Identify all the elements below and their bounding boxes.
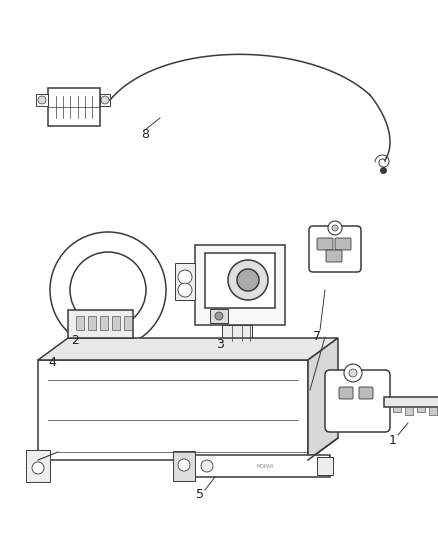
Text: 7: 7 [313,330,321,343]
FancyBboxPatch shape [309,226,361,272]
Circle shape [50,232,166,348]
Circle shape [201,460,213,472]
FancyBboxPatch shape [68,310,133,338]
Polygon shape [38,338,338,360]
FancyBboxPatch shape [317,238,333,250]
FancyBboxPatch shape [48,88,100,126]
Text: 5: 5 [196,489,204,502]
FancyBboxPatch shape [100,316,108,330]
FancyBboxPatch shape [173,451,195,481]
Circle shape [215,312,223,320]
FancyBboxPatch shape [325,370,390,432]
Text: MOPAR: MOPAR [256,464,274,469]
Polygon shape [26,450,50,482]
Circle shape [70,252,146,328]
Polygon shape [38,360,308,460]
FancyBboxPatch shape [112,316,120,330]
Circle shape [178,459,190,471]
Circle shape [332,225,338,231]
Circle shape [178,283,192,297]
Polygon shape [384,397,438,407]
Text: 8: 8 [141,128,149,141]
FancyBboxPatch shape [417,407,425,412]
Text: 3: 3 [216,338,224,351]
Circle shape [178,270,192,284]
FancyBboxPatch shape [335,238,351,250]
Polygon shape [190,455,330,477]
FancyBboxPatch shape [339,387,353,399]
FancyBboxPatch shape [124,316,132,330]
Circle shape [101,96,109,104]
FancyBboxPatch shape [76,316,84,330]
Text: 1: 1 [389,434,397,448]
Polygon shape [195,245,285,325]
FancyBboxPatch shape [88,316,96,330]
Circle shape [228,260,268,300]
Circle shape [344,364,362,382]
FancyBboxPatch shape [210,309,228,323]
FancyBboxPatch shape [326,250,342,262]
Circle shape [349,369,357,377]
Text: 2: 2 [71,334,79,346]
Polygon shape [175,263,195,300]
FancyBboxPatch shape [405,407,413,415]
Polygon shape [36,94,48,106]
Circle shape [328,221,342,235]
Circle shape [237,269,259,291]
Polygon shape [308,338,338,460]
FancyBboxPatch shape [317,457,333,475]
FancyBboxPatch shape [393,407,401,412]
FancyBboxPatch shape [429,407,437,415]
Text: 4: 4 [48,356,56,368]
FancyBboxPatch shape [205,253,275,308]
Circle shape [32,462,44,474]
Polygon shape [100,94,110,106]
Circle shape [38,96,46,104]
FancyBboxPatch shape [359,387,373,399]
FancyBboxPatch shape [222,325,252,341]
